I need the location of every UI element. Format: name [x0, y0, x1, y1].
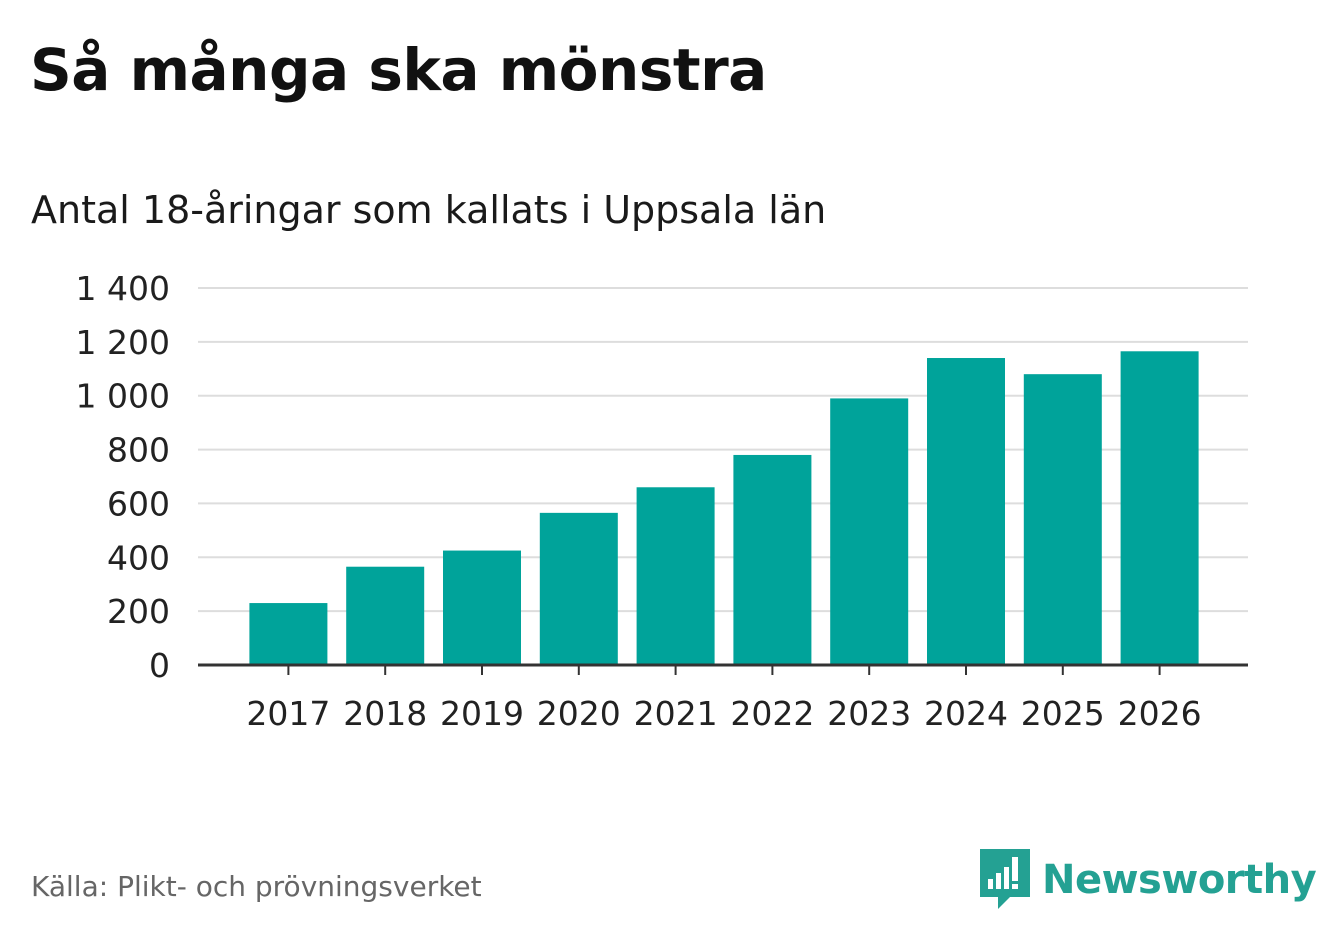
bar-2018: [346, 566, 425, 665]
x-tick-label: 2024: [924, 694, 1008, 733]
bar-2019: [443, 550, 521, 665]
x-tick-label: 2019: [440, 694, 524, 733]
bar-2024: [927, 358, 1005, 665]
bar-2020: [539, 512, 618, 665]
x-tick-label: 2022: [730, 694, 814, 733]
x-tick-label: 2018: [343, 694, 427, 733]
bar-2023: [830, 398, 909, 665]
x-tick-label: 2023: [827, 694, 911, 733]
y-tick-label: 1 200: [76, 323, 170, 362]
brand-logo: Newsworthy: [980, 848, 1317, 912]
x-tick-label: 2021: [634, 694, 718, 733]
chart-title: Så många ska mönstra: [30, 36, 767, 104]
y-tick-label: 800: [107, 431, 170, 470]
x-axis: [198, 663, 1248, 675]
source-note: Källa: Plikt- och prövningsverket: [31, 870, 482, 903]
x-axis-tick-labels: 2017 2018 2019 2020 2021 2022 2023 2024 2025 2026: [246, 694, 1201, 733]
bar-chart-speech-bubble-icon: [980, 849, 1030, 909]
bars: [249, 351, 1199, 665]
y-tick-label: 600: [107, 484, 170, 523]
x-tick-label: 2020: [537, 694, 621, 733]
x-tick-label: 2026: [1118, 694, 1202, 733]
y-tick-label: 400: [107, 538, 170, 577]
bar-2026: [1120, 351, 1199, 665]
y-tick-label: 200: [107, 592, 170, 631]
bar-2021: [636, 487, 715, 665]
y-tick-label: 1 000: [76, 377, 170, 416]
y-tick-label: 1 400: [76, 269, 170, 308]
y-axis-tick-labels: 0 200 400 600 800 1 000 1 200 1 400: [76, 269, 170, 685]
x-tick-label: 2025: [1021, 694, 1105, 733]
y-tick-label: 0: [149, 646, 170, 685]
bar-2025: [1023, 374, 1102, 665]
x-tick-label: 2017: [246, 694, 330, 733]
brand-name: Newsworthy: [1042, 857, 1317, 903]
bar-2022: [733, 454, 812, 665]
bar-2017: [249, 603, 328, 665]
chart-subtitle: Antal 18-åringar som kallats i Uppsala l…: [31, 188, 827, 232]
